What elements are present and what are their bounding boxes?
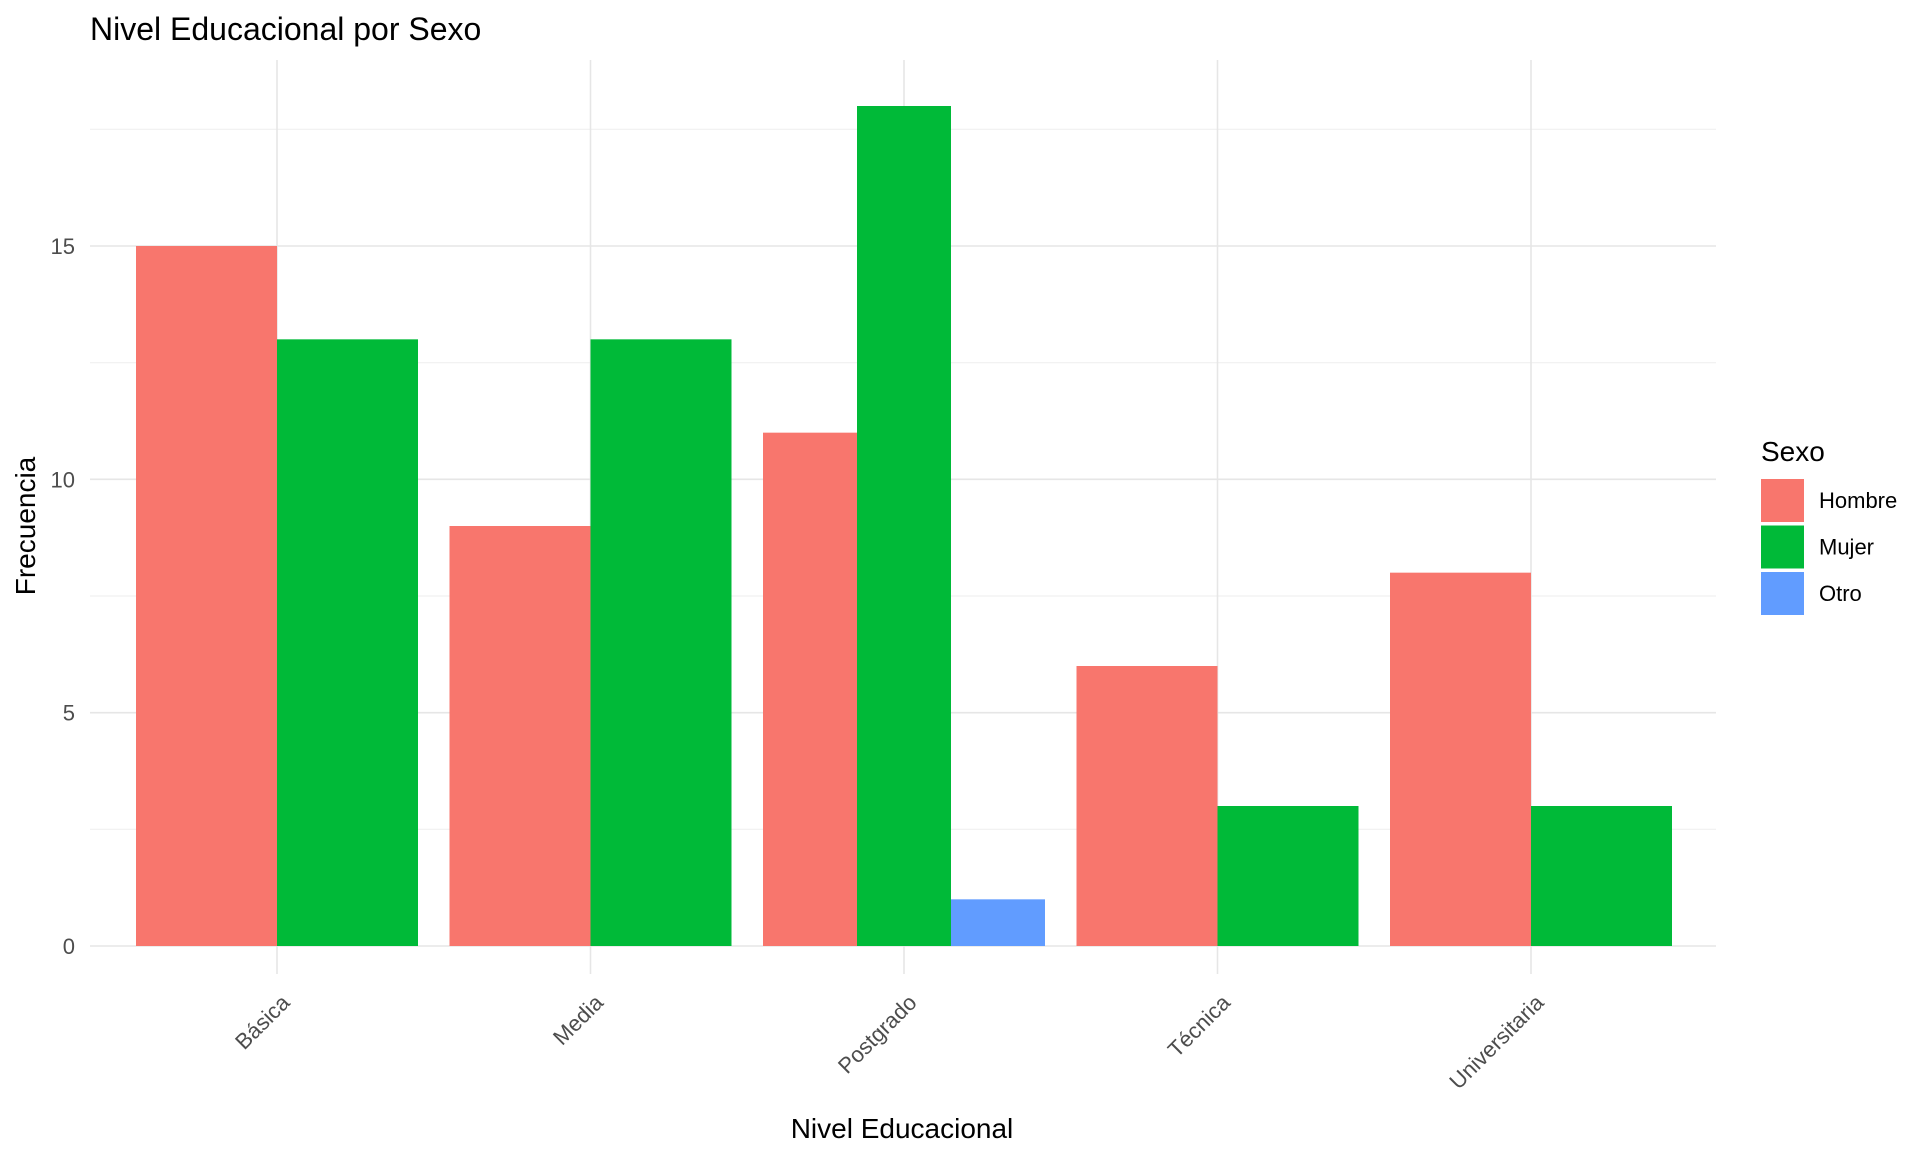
bar-hombre-2: [763, 432, 857, 947]
legend-label-otro: Otro: [1819, 581, 1862, 606]
bar-mujer-4: [1531, 806, 1672, 946]
bars: [136, 106, 1672, 947]
bar-mujer-1: [590, 339, 732, 946]
chart-title: Nivel Educacional por Sexo: [90, 11, 481, 47]
bar-otro-2: [951, 899, 1045, 946]
legend-key-otro: [1761, 572, 1804, 615]
y-tick-label: 0: [63, 934, 75, 959]
bar-hombre-3: [1076, 666, 1218, 946]
legend: Sexo Hombre Mujer Otro: [1761, 436, 1897, 615]
y-tick-label: 15: [51, 234, 75, 259]
bar-hombre-4: [1390, 572, 1531, 946]
bar-mujer-3: [1217, 806, 1359, 946]
legend-key-hombre: [1761, 479, 1804, 522]
bar-mujer-0: [277, 339, 418, 946]
legend-title: Sexo: [1761, 436, 1825, 467]
x-axis-title: Nivel Educacional: [791, 1113, 1014, 1144]
bar-hombre-0: [136, 246, 277, 946]
bar-hombre-1: [449, 526, 591, 946]
legend-label-hombre: Hombre: [1819, 488, 1897, 513]
legend-key-mujer: [1761, 525, 1804, 569]
y-tick-label: 5: [63, 701, 75, 726]
y-tick-label: 10: [51, 467, 75, 492]
y-axis-title: Frecuencia: [10, 456, 41, 595]
bar-mujer-2: [857, 106, 951, 946]
legend-label-mujer: Mujer: [1819, 535, 1874, 560]
